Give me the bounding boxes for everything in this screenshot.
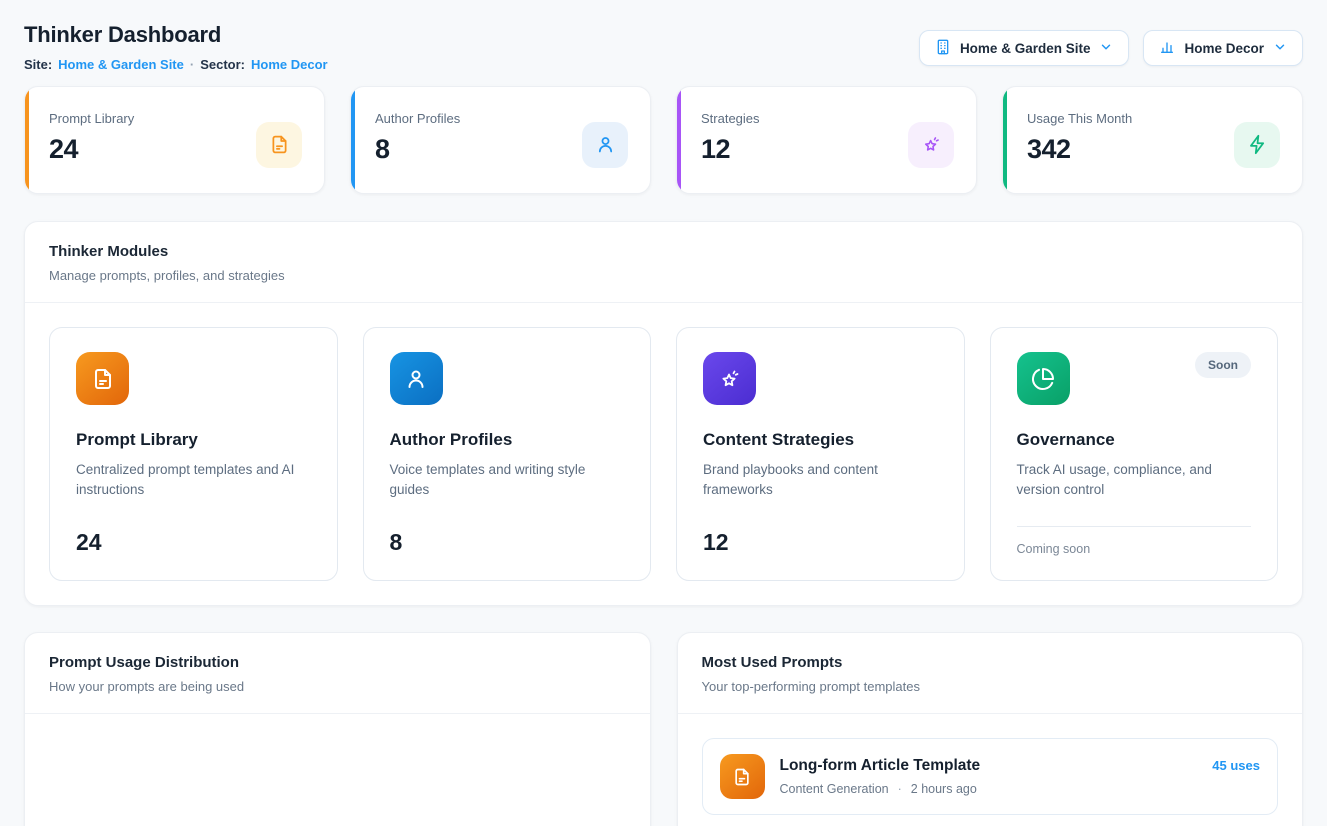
prompt-time: 2 hours ago <box>911 782 977 796</box>
module-top <box>390 352 625 405</box>
stat-value: 8 <box>375 134 460 165</box>
dashboard-page: Thinker Dashboard Site: Home & Garden Si… <box>0 0 1327 826</box>
modules-title: Thinker Modules <box>49 243 1278 260</box>
module-top: Soon <box>1017 352 1252 405</box>
coming-soon-label: Coming soon <box>1017 542 1252 556</box>
donut-chart-area: 15% <box>25 714 650 826</box>
module-card-prompt-library[interactable]: Prompt Library Centralized prompt templa… <box>49 327 338 581</box>
module-description: Track AI usage, compliance, and version … <box>1017 460 1252 501</box>
sector-label: Sector: <box>200 57 245 72</box>
prompt-list-item[interactable]: Long-form Article Template Content Gener… <box>702 738 1279 815</box>
sparkle-star-icon <box>703 352 756 405</box>
user-icon <box>390 352 443 405</box>
user-icon <box>582 122 628 168</box>
stat-text: Author Profiles 8 <box>375 108 460 165</box>
separator-dot: · <box>898 782 902 796</box>
chevron-down-icon <box>1273 40 1287 57</box>
module-title: Governance <box>1017 430 1252 450</box>
module-description: Voice templates and writing style guides <box>390 460 625 501</box>
stat-card-author-profiles: Author Profiles 8 <box>350 86 651 194</box>
module-top <box>703 352 938 405</box>
module-card-author-profiles[interactable]: Author Profiles Voice templates and writ… <box>363 327 652 581</box>
sector-selector-button[interactable]: Home Decor <box>1143 30 1303 66</box>
site-selector-label: Home & Garden Site <box>960 41 1091 56</box>
lightning-icon <box>1234 122 1280 168</box>
prompts-panel-title: Most Used Prompts <box>702 654 1279 671</box>
stats-row: Prompt Library 24 Author Profiles 8 Stra… <box>24 86 1303 194</box>
usage-distribution-panel: Prompt Usage Distribution How your promp… <box>24 632 651 826</box>
soon-badge: Soon <box>1195 352 1251 378</box>
usage-panel-header: Prompt Usage Distribution How your promp… <box>25 633 650 714</box>
bar-chart-icon <box>1159 39 1175 58</box>
stat-value: 12 <box>701 134 760 165</box>
header-selectors: Home & Garden Site Home Decor <box>919 22 1303 66</box>
stat-text: Strategies 12 <box>701 108 760 165</box>
module-title: Author Profiles <box>390 430 625 450</box>
document-icon <box>720 754 765 799</box>
stat-label: Author Profiles <box>375 111 460 126</box>
separator-dot: · <box>190 57 194 72</box>
document-icon <box>76 352 129 405</box>
modules-grid: Prompt Library Centralized prompt templa… <box>25 303 1302 605</box>
site-label: Site: <box>24 57 52 72</box>
module-card-governance[interactable]: Soon Governance Track AI usage, complian… <box>990 327 1279 581</box>
prompt-title: Long-form Article Template <box>780 757 1198 775</box>
most-used-prompts-panel: Most Used Prompts Your top-performing pr… <box>677 632 1304 826</box>
modules-panel-header: Thinker Modules Manage prompts, profiles… <box>25 222 1302 303</box>
stat-value: 342 <box>1027 134 1132 165</box>
chevron-down-icon <box>1099 40 1113 57</box>
sector-link[interactable]: Home Decor <box>251 57 328 72</box>
site-context-line: Site: Home & Garden Site · Sector: Home … <box>24 57 328 72</box>
modules-subtitle: Manage prompts, profiles, and strategies <box>49 268 1278 283</box>
pie-chart-icon <box>1017 352 1070 405</box>
building-icon <box>935 39 951 58</box>
stat-label: Prompt Library <box>49 111 134 126</box>
prompts-panel-header: Most Used Prompts Your top-performing pr… <box>678 633 1303 714</box>
module-description: Brand playbooks and content frameworks <box>703 460 938 501</box>
stat-card-prompt-library: Prompt Library 24 <box>24 86 325 194</box>
module-count: 24 <box>76 529 311 556</box>
prompt-list: Long-form Article Template Content Gener… <box>678 714 1303 826</box>
stat-card-usage: Usage This Month 342 <box>1002 86 1303 194</box>
prompt-meta: Content Generation · 2 hours ago <box>780 782 1198 796</box>
stat-label: Usage This Month <box>1027 111 1132 126</box>
page-title: Thinker Dashboard <box>24 22 328 48</box>
module-title: Content Strategies <box>703 430 938 450</box>
module-card-content-strategies[interactable]: Content Strategies Brand playbooks and c… <box>676 327 965 581</box>
module-count: 12 <box>703 529 938 556</box>
module-title: Prompt Library <box>76 430 311 450</box>
stat-text: Prompt Library 24 <box>49 108 134 165</box>
site-link[interactable]: Home & Garden Site <box>58 57 184 72</box>
usage-panel-title: Prompt Usage Distribution <box>49 654 626 671</box>
module-count: 8 <box>390 529 625 556</box>
modules-panel: Thinker Modules Manage prompts, profiles… <box>24 221 1303 606</box>
sparkle-star-icon <box>908 122 954 168</box>
stat-label: Strategies <box>701 111 760 126</box>
module-description: Centralized prompt templates and AI inst… <box>76 460 311 501</box>
module-top <box>76 352 311 405</box>
usage-panel-subtitle: How your prompts are being used <box>49 679 626 694</box>
site-selector-button[interactable]: Home & Garden Site <box>919 30 1130 66</box>
prompt-main: Long-form Article Template Content Gener… <box>780 757 1198 796</box>
module-divider <box>1017 526 1252 527</box>
sector-selector-label: Home Decor <box>1184 41 1264 56</box>
prompts-panel-subtitle: Your top-performing prompt templates <box>702 679 1279 694</box>
header-left: Thinker Dashboard Site: Home & Garden Si… <box>24 22 328 72</box>
stat-text: Usage This Month 342 <box>1027 108 1132 165</box>
document-icon <box>256 122 302 168</box>
stat-card-strategies: Strategies 12 <box>676 86 977 194</box>
page-header: Thinker Dashboard Site: Home & Garden Si… <box>24 22 1303 72</box>
stat-value: 24 <box>49 134 134 165</box>
prompt-category: Content Generation <box>780 782 889 796</box>
bottom-panels: Prompt Usage Distribution How your promp… <box>24 632 1303 826</box>
prompt-uses-badge: 45 uses <box>1212 754 1260 773</box>
